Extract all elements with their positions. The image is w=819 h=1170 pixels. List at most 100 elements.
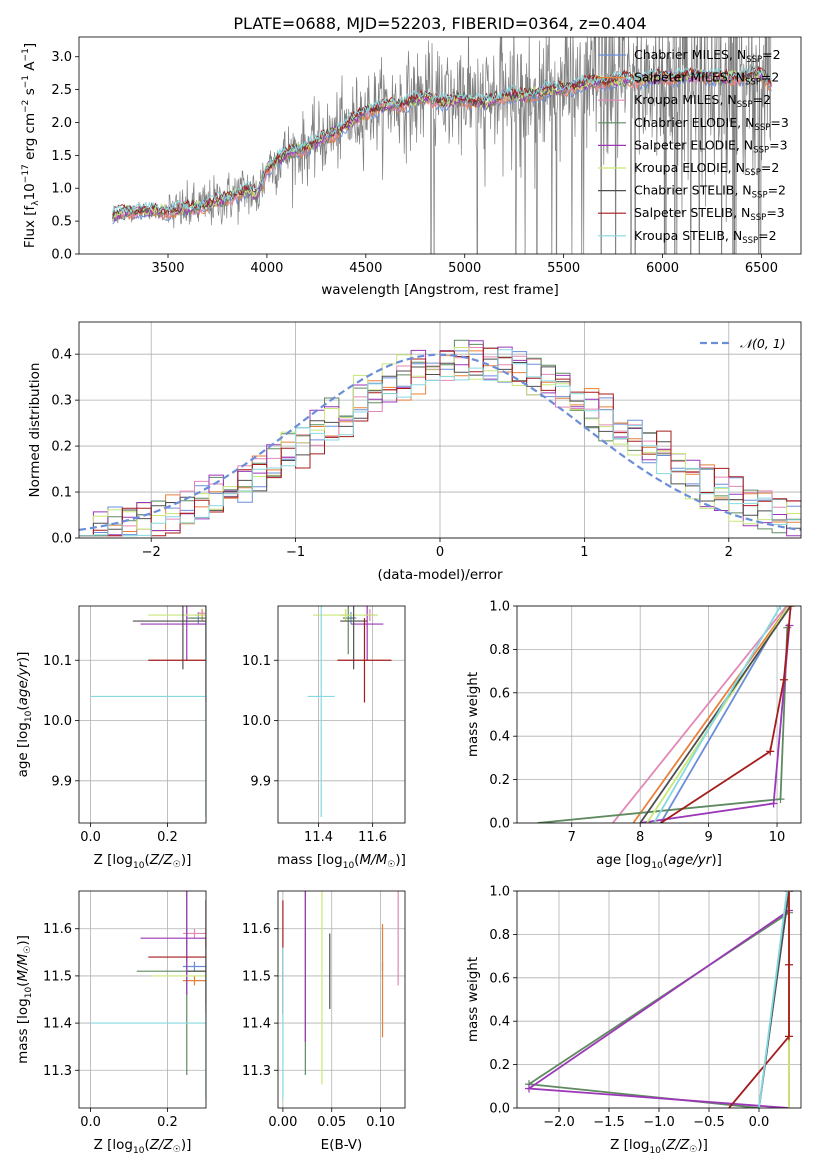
legend-label: Chabrier MILES, NSSP=2 bbox=[634, 47, 781, 65]
mass-vs-metallicity-panel: 0.0 0.211.311.411.511.6Z [log10(Z/Z☉)]mas… bbox=[15, 890, 207, 1156]
residuals-panel: −2 −1 0 1 2 0.0 0.1 0.2 0.3 0.4 (data-model)/error… bbox=[27, 321, 802, 583]
legend-label-base: Salpeter STELIB, N bbox=[634, 205, 750, 220]
mass-vs-ebv-panel: 0.00 0.05 0.10 11.3 11.4 11.5 11.6 E(B-V) bbox=[242, 890, 406, 1153]
mass-weight-marker bbox=[779, 675, 788, 684]
axes-frame: 0.0 0.29.910.010.1Z [log10(Z/Z☉)]age [log… bbox=[15, 605, 207, 871]
label-part: −1 bbox=[21, 75, 31, 88]
x-tick-label: 9 bbox=[704, 830, 712, 845]
mass-weight-marker bbox=[783, 623, 792, 632]
x-axis-label: E(B-V) bbox=[321, 1137, 363, 1153]
y-tick-label: 0.5 bbox=[51, 215, 72, 230]
legend-label-subscript: SSP bbox=[754, 123, 770, 133]
normal-reference-curve bbox=[79, 353, 801, 531]
label-part: M/M bbox=[359, 852, 387, 868]
label-part: ( bbox=[144, 852, 149, 868]
label-part: Z [log bbox=[94, 852, 133, 868]
legend-label: Salpeter ELODIE, NSSP=3 bbox=[634, 137, 788, 155]
x-axis-label: (data-model)/error bbox=[377, 567, 503, 583]
axes-frame: −2 −1 0 1 2 0.0 0.1 0.2 0.3 0.4 (data-model)/error… bbox=[27, 321, 802, 583]
axes-border bbox=[516, 605, 802, 824]
x-tick-label: 6500 bbox=[745, 261, 778, 276]
plot-area bbox=[307, 606, 392, 817]
y-tick-label: 0.4 bbox=[51, 348, 72, 363]
legend-label-subscript: SSP bbox=[745, 78, 761, 88]
x-tick-label: 3500 bbox=[151, 261, 184, 276]
x-tick-label: 0.10 bbox=[366, 1115, 395, 1130]
x-tick-label: 0.00 bbox=[268, 1115, 297, 1130]
x-tick-label: 0.0 bbox=[80, 1115, 101, 1130]
label-part: age/yr bbox=[668, 852, 713, 868]
label-part: 10 bbox=[651, 861, 663, 871]
y-axis-label: mass weight bbox=[465, 957, 481, 1042]
y-tick-label: 11.5 bbox=[43, 969, 72, 984]
label-part: )] bbox=[711, 852, 722, 868]
label-part: ☉ bbox=[173, 860, 181, 870]
mass-weight-line bbox=[660, 606, 792, 823]
residual-histogram-step bbox=[79, 347, 801, 537]
errorbar-point bbox=[340, 606, 368, 670]
x-tick-label: 2 bbox=[725, 545, 733, 560]
x-tick-label: 4500 bbox=[349, 261, 382, 276]
mass-weight-marker bbox=[785, 960, 793, 969]
y-tick-label: 1.5 bbox=[51, 149, 72, 164]
label-part: )] bbox=[15, 652, 31, 663]
x-tick-label: 0 bbox=[436, 545, 444, 560]
mass-weight-line bbox=[640, 625, 791, 823]
y-tick-label: 0.0 bbox=[489, 1102, 510, 1117]
residual-histogram-step bbox=[79, 347, 801, 537]
mass-weight-marker bbox=[785, 891, 793, 895]
errorbar-point bbox=[140, 891, 206, 995]
mass-weight-line bbox=[639, 606, 792, 823]
x-tick-label: −2 bbox=[142, 545, 161, 560]
mass-weight-marker bbox=[776, 606, 785, 610]
grid-lines bbox=[278, 891, 405, 1108]
errorbar-point bbox=[152, 966, 206, 986]
legend-label-base: Kroupa STELIB, N bbox=[634, 228, 742, 243]
label-part: )] bbox=[15, 935, 31, 946]
legend-label: Kroupa MILES, NSSP=2 bbox=[634, 92, 771, 110]
legend-label-tail: =2 bbox=[761, 70, 779, 85]
legend-label-tail: =2 bbox=[758, 228, 776, 243]
x-tick-label: 5500 bbox=[547, 261, 580, 276]
label-part: ( bbox=[15, 705, 31, 710]
x-axis-label: Z [log10(Z/Z☉)] bbox=[610, 1137, 708, 1156]
label-part: ( bbox=[354, 852, 359, 868]
legend-label-tail: =2 bbox=[762, 47, 780, 62]
label-part: 10 bbox=[133, 1146, 145, 1156]
x-tick-label: 11.4 bbox=[304, 830, 333, 845]
y-tick-label: 0.8 bbox=[489, 643, 510, 658]
legend-label-base: Chabrier MILES, N bbox=[634, 47, 746, 62]
label-part: )] bbox=[181, 1137, 192, 1153]
y-tick-label: 0.2 bbox=[489, 773, 510, 788]
y-tick-label: 0.4 bbox=[489, 730, 510, 745]
y-tick-label: 0.0 bbox=[489, 817, 510, 832]
legend-label-subscript: SSP bbox=[752, 191, 768, 201]
y-tick-label: 0.8 bbox=[489, 928, 510, 943]
y-axis-label: Flux [fλ10−17 erg cm−2 s−1 A−1] bbox=[21, 43, 41, 248]
y-tick-label: 1.0 bbox=[489, 885, 510, 900]
mass-weight-line bbox=[728, 891, 790, 1108]
label-part: mass [log bbox=[277, 852, 343, 868]
errorbar-point bbox=[342, 606, 354, 655]
legend-label-base: Salpeter ELODIE, N bbox=[634, 137, 753, 152]
legend-label-tail: =3 bbox=[766, 205, 784, 220]
x-tick-label: 0.0 bbox=[749, 1115, 770, 1130]
mass-weight-marker bbox=[766, 747, 775, 756]
mass-weight-marker bbox=[785, 1032, 793, 1041]
y-tick-label: 0.3 bbox=[51, 394, 72, 409]
label-part: ( bbox=[661, 1137, 666, 1153]
axes-border bbox=[78, 890, 207, 1109]
axes-border bbox=[516, 890, 802, 1109]
label-part: )] bbox=[697, 1137, 708, 1153]
axes-frame: 11.4 11.6 9.9 10.0 10.1 mass [log10(M/M☉)] bbox=[242, 605, 406, 871]
massweight-vs-metallicity-panel: −2.0 −1.5 −1.0 −0.5 0.0 0.0 0.2 0.4 0.6 0.8 1.0 Z [… bbox=[465, 885, 802, 1156]
mass-weight-marker bbox=[786, 606, 795, 610]
legend-label-tail: =2 bbox=[753, 92, 771, 107]
legend-label: Chabrier ELODIE, NSSP=3 bbox=[634, 115, 789, 133]
label-part: mass [log bbox=[15, 998, 31, 1064]
legend-label-tail: =3 bbox=[770, 115, 788, 130]
y-tick-label: 0.0 bbox=[51, 532, 72, 547]
mass-weight-line bbox=[632, 606, 790, 823]
y-tick-label: 2.5 bbox=[51, 83, 72, 98]
